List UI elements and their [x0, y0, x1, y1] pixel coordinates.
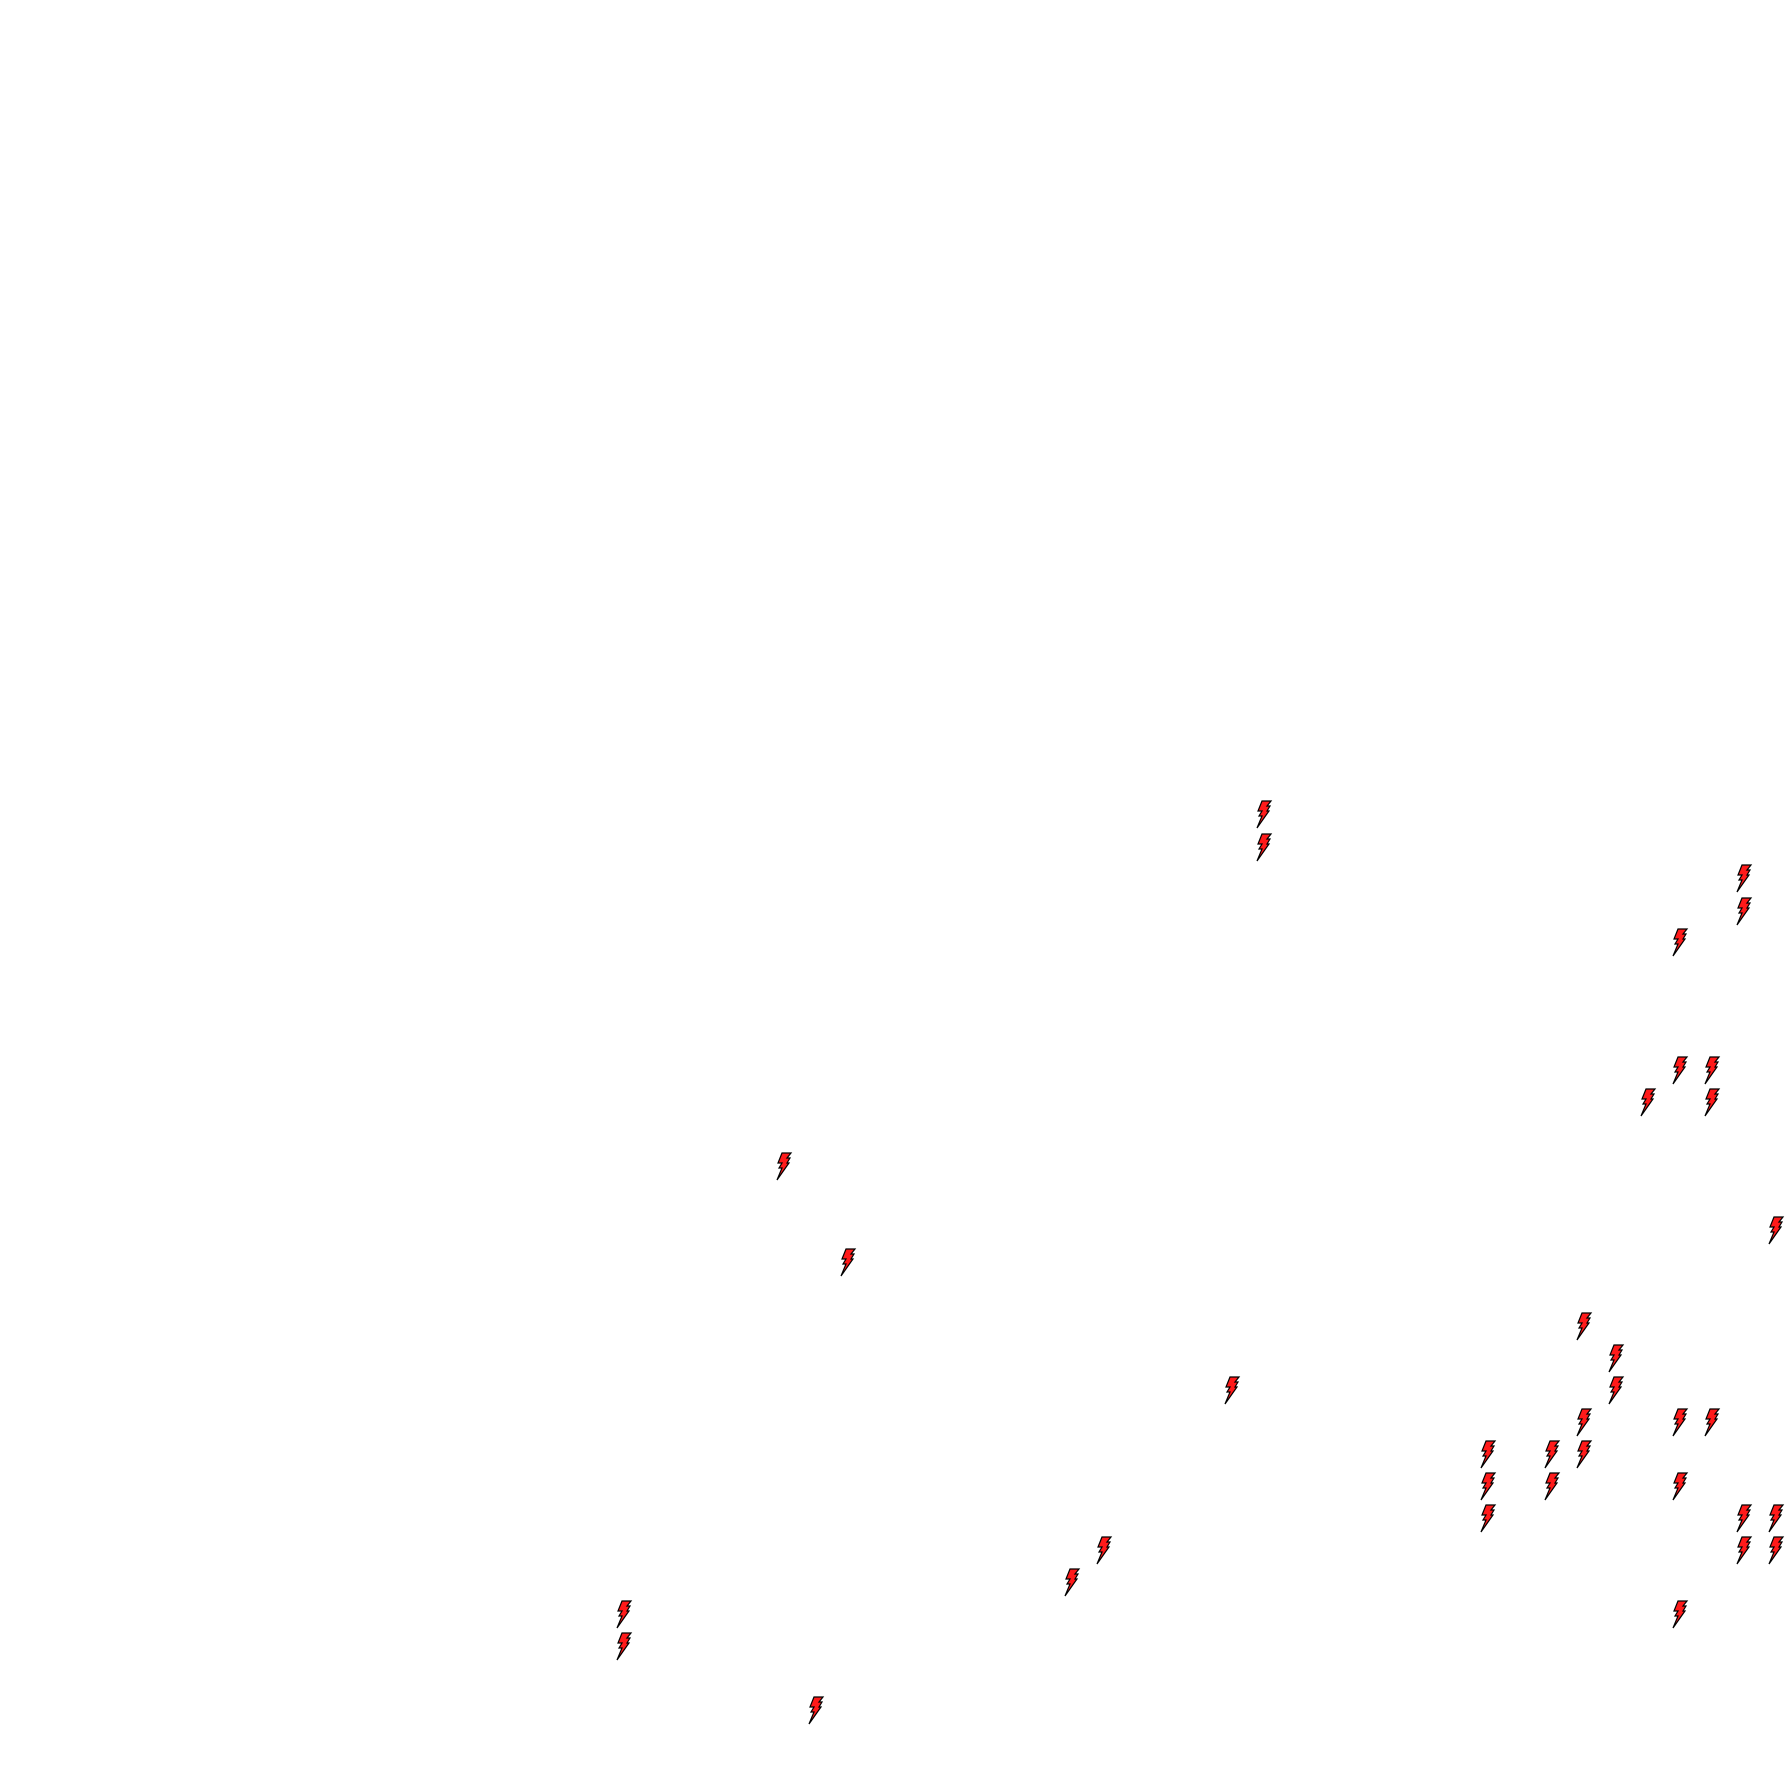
lightning-bolt-icon[interactable] [1543, 1472, 1561, 1502]
lightning-bolt-icon[interactable] [1607, 1344, 1625, 1374]
lightning-bolt-icon[interactable] [1767, 1536, 1785, 1566]
lightning-bolt-icon[interactable] [807, 1696, 825, 1726]
lightning-bolt-icon[interactable] [1735, 1504, 1753, 1534]
lightning-bolt-icon[interactable] [1671, 1056, 1689, 1086]
lightning-bolt-icon[interactable] [1575, 1440, 1593, 1470]
lightning-bolt-icon[interactable] [1735, 897, 1753, 927]
lightning-bolt-icon[interactable] [1607, 1376, 1625, 1406]
lightning-bolt-icon[interactable] [1575, 1312, 1593, 1342]
lightning-bolt-icon[interactable] [1255, 800, 1273, 830]
lightning-bolt-icon[interactable] [1671, 1472, 1689, 1502]
lightning-bolt-icon[interactable] [1575, 1408, 1593, 1438]
lightning-bolt-icon[interactable] [1671, 928, 1689, 958]
lightning-bolt-icon[interactable] [1479, 1440, 1497, 1470]
lightning-bolt-icon[interactable] [1671, 1408, 1689, 1438]
lightning-bolt-icon[interactable] [1703, 1056, 1721, 1086]
lightning-bolt-icon[interactable] [1063, 1568, 1081, 1598]
lightning-bolt-icon[interactable] [775, 1152, 793, 1182]
lightning-bolt-icon[interactable] [615, 1600, 633, 1630]
lightning-bolt-icon[interactable] [1735, 1536, 1753, 1566]
lightning-bolt-icon[interactable] [1639, 1088, 1657, 1118]
lightning-bolt-icon[interactable] [1671, 1600, 1689, 1630]
lightning-bolt-icon[interactable] [1767, 1216, 1785, 1246]
lightning-bolt-icon[interactable] [1703, 1088, 1721, 1118]
lightning-bolt-icon[interactable] [1703, 1408, 1721, 1438]
lightning-bolt-icon[interactable] [1543, 1440, 1561, 1470]
lightning-bolt-icon[interactable] [1255, 833, 1273, 863]
lightning-bolt-icon[interactable] [1095, 1536, 1113, 1566]
lightning-bolt-icon[interactable] [1767, 1504, 1785, 1534]
lightning-bolt-icon[interactable] [839, 1248, 857, 1278]
lightning-bolt-icon[interactable] [1479, 1472, 1497, 1502]
lightning-bolt-icon[interactable] [615, 1632, 633, 1662]
lightning-bolt-icon[interactable] [1479, 1504, 1497, 1534]
lightning-bolt-icon[interactable] [1735, 864, 1753, 894]
lightning-bolt-icon[interactable] [1223, 1376, 1241, 1406]
